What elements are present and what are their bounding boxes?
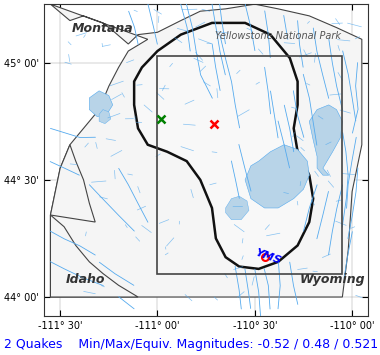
- Polygon shape: [245, 145, 309, 208]
- Text: Montana: Montana: [72, 22, 134, 35]
- Polygon shape: [309, 105, 342, 175]
- Text: YMS: YMS: [254, 247, 283, 266]
- Polygon shape: [226, 196, 249, 220]
- Text: Idaho: Idaho: [66, 273, 105, 286]
- Text: Wyoming: Wyoming: [300, 273, 366, 286]
- Polygon shape: [51, 145, 95, 222]
- Text: 2 Quakes    Min/Max/Equiv. Magnitudes: -0.52 / 0.48 / 0.521: 2 Quakes Min/Max/Equiv. Magnitudes: -0.5…: [4, 338, 378, 351]
- Polygon shape: [99, 110, 111, 124]
- Bar: [157, 56, 342, 274]
- Text: Yellowstone National Park: Yellowstone National Park: [215, 31, 341, 41]
- Polygon shape: [51, 215, 138, 297]
- Polygon shape: [89, 91, 113, 116]
- Polygon shape: [51, 4, 362, 297]
- Polygon shape: [134, 23, 313, 269]
